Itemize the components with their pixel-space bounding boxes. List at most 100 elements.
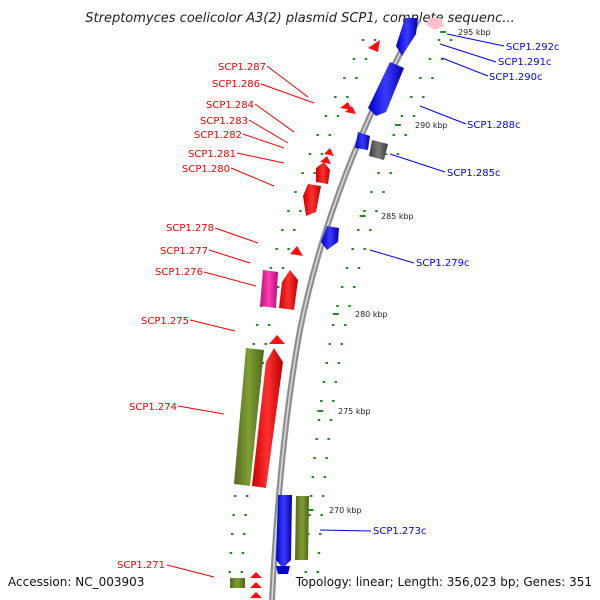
- tick-dot: [412, 115, 416, 117]
- tick-dot: [275, 248, 278, 250]
- tick-dot: [308, 514, 311, 516]
- tick-dot: [392, 134, 395, 136]
- gene-feature[interactable]: [252, 348, 283, 488]
- tick-dot: [345, 267, 349, 269]
- feature-label[interactable]: SCP1.284: [206, 100, 254, 111]
- gene-feature[interactable]: [369, 140, 388, 160]
- gene-feature[interactable]: [269, 335, 285, 344]
- tick-dot: [311, 476, 315, 478]
- tick-dot: [336, 305, 339, 307]
- gene-feature[interactable]: [321, 226, 339, 250]
- gene-feature[interactable]: [368, 40, 380, 52]
- tick-dot: [331, 324, 335, 326]
- gene-feature[interactable]: [345, 106, 356, 114]
- tick-dot: [361, 39, 365, 41]
- tick-dot: [334, 381, 338, 383]
- gene-feature[interactable]: [324, 148, 334, 156]
- tick-dot: [309, 495, 313, 497]
- feature-label[interactable]: SCP1.273c: [373, 526, 427, 537]
- gene-feature[interactable]: [230, 578, 245, 588]
- tick-dot: [276, 286, 280, 288]
- feature-label[interactable]: SCP1.281: [188, 149, 236, 160]
- tick-dot: [231, 533, 234, 535]
- gene-feature[interactable]: [316, 162, 330, 184]
- tick-dot: [287, 210, 290, 212]
- scale-label: 290 kbp: [415, 121, 448, 130]
- tick-dot: [233, 495, 237, 497]
- gene-feature[interactable]: [250, 582, 262, 588]
- feature-label[interactable]: SCP1.279c: [416, 258, 470, 269]
- gene-feature[interactable]: [290, 246, 303, 256]
- feature-label[interactable]: SCP1.288c: [467, 120, 521, 131]
- gene-feature[interactable]: [295, 496, 309, 560]
- gene-feature[interactable]: [279, 270, 298, 310]
- tick-dot: [252, 343, 255, 345]
- gene-feature[interactable]: [234, 348, 264, 486]
- tick-dot: [240, 571, 243, 573]
- tick-dot: [382, 191, 385, 193]
- feature-label[interactable]: SCP1.271: [117, 560, 165, 571]
- tick-dot: [281, 229, 284, 231]
- tick-dot: [232, 514, 235, 516]
- tick-dot: [440, 58, 444, 60]
- tick-dot: [322, 381, 326, 383]
- tick-dot: [389, 172, 392, 174]
- right-labels: SCP1.292c SCP1.291c SCP1.290c SCP1.288c …: [373, 42, 560, 537]
- feature-label[interactable]: SCP1.286: [212, 79, 260, 90]
- gene-feature[interactable]: [250, 592, 262, 598]
- gene-feature[interactable]: [355, 132, 370, 150]
- tick-dot: [320, 514, 323, 516]
- tick-dot: [321, 495, 325, 497]
- feature-label[interactable]: SCP1.292c: [506, 42, 560, 53]
- tick-dot: [357, 267, 361, 269]
- gene-feature[interactable]: [260, 270, 278, 308]
- tick-dot: [396, 153, 400, 155]
- tick-dot: [324, 115, 328, 117]
- scale-tick: [440, 31, 447, 33]
- feature-label[interactable]: SCP1.283: [200, 116, 248, 127]
- tick-dot: [384, 153, 388, 155]
- left-labels: SCP1.287 SCP1.286 SCP1.284 SCP1.283 SCP1…: [117, 62, 266, 571]
- tick-dot: [369, 229, 372, 231]
- tick-dot: [329, 419, 333, 421]
- genome-summary-text: Topology: linear; Length: 356,023 bp; Ge…: [295, 575, 592, 589]
- map-title: Streptomyces coelicolor A3(2) plasmid SC…: [85, 11, 514, 26]
- tick-dot: [244, 514, 247, 516]
- tick-dot: [294, 191, 297, 193]
- tick-dot: [325, 457, 328, 459]
- tick-dot: [325, 362, 328, 364]
- feature-label[interactable]: SCP1.287: [218, 62, 266, 73]
- gene-feature[interactable]: [250, 572, 262, 578]
- gene-feature[interactable]: [320, 156, 331, 164]
- feature-label[interactable]: SCP1.278: [166, 223, 214, 234]
- scale-tick: [359, 215, 366, 217]
- tick-dot: [351, 248, 354, 250]
- tick-dot: [340, 286, 344, 288]
- gene-feature[interactable]: [368, 62, 404, 116]
- scale-labels: 295 kbp 290 kbp 285 kbp 280 kbp 275 kbp …: [329, 28, 491, 515]
- tick-dot: [419, 77, 422, 79]
- tick-dot: [315, 438, 318, 440]
- forward-strand-features: [230, 40, 380, 598]
- feature-label[interactable]: SCP1.280: [182, 164, 230, 175]
- feature-label[interactable]: SCP1.282: [194, 130, 242, 141]
- feature-label[interactable]: SCP1.291c: [498, 57, 552, 68]
- gene-feature[interactable]: [426, 18, 444, 30]
- tick-dot: [437, 39, 441, 41]
- tick-dot: [327, 438, 330, 440]
- tick-dot: [343, 324, 347, 326]
- gene-feature[interactable]: [340, 102, 352, 110]
- gene-feature[interactable]: [396, 18, 418, 56]
- feature-label[interactable]: SCP1.275: [141, 316, 189, 327]
- gene-feature[interactable]: [303, 184, 321, 216]
- gene-feature[interactable]: [276, 495, 292, 568]
- tick-dot: [264, 343, 267, 345]
- feature-label[interactable]: SCP1.290c: [489, 72, 543, 83]
- feature-label[interactable]: SCP1.274: [129, 402, 177, 413]
- feature-label[interactable]: SCP1.277: [160, 246, 208, 257]
- tick-dot: [337, 362, 340, 364]
- feature-label[interactable]: SCP1.285c: [447, 168, 501, 179]
- feature-label[interactable]: SCP1.276: [155, 267, 203, 278]
- gene-feature[interactable]: [276, 566, 290, 574]
- tick-dot: [363, 210, 366, 212]
